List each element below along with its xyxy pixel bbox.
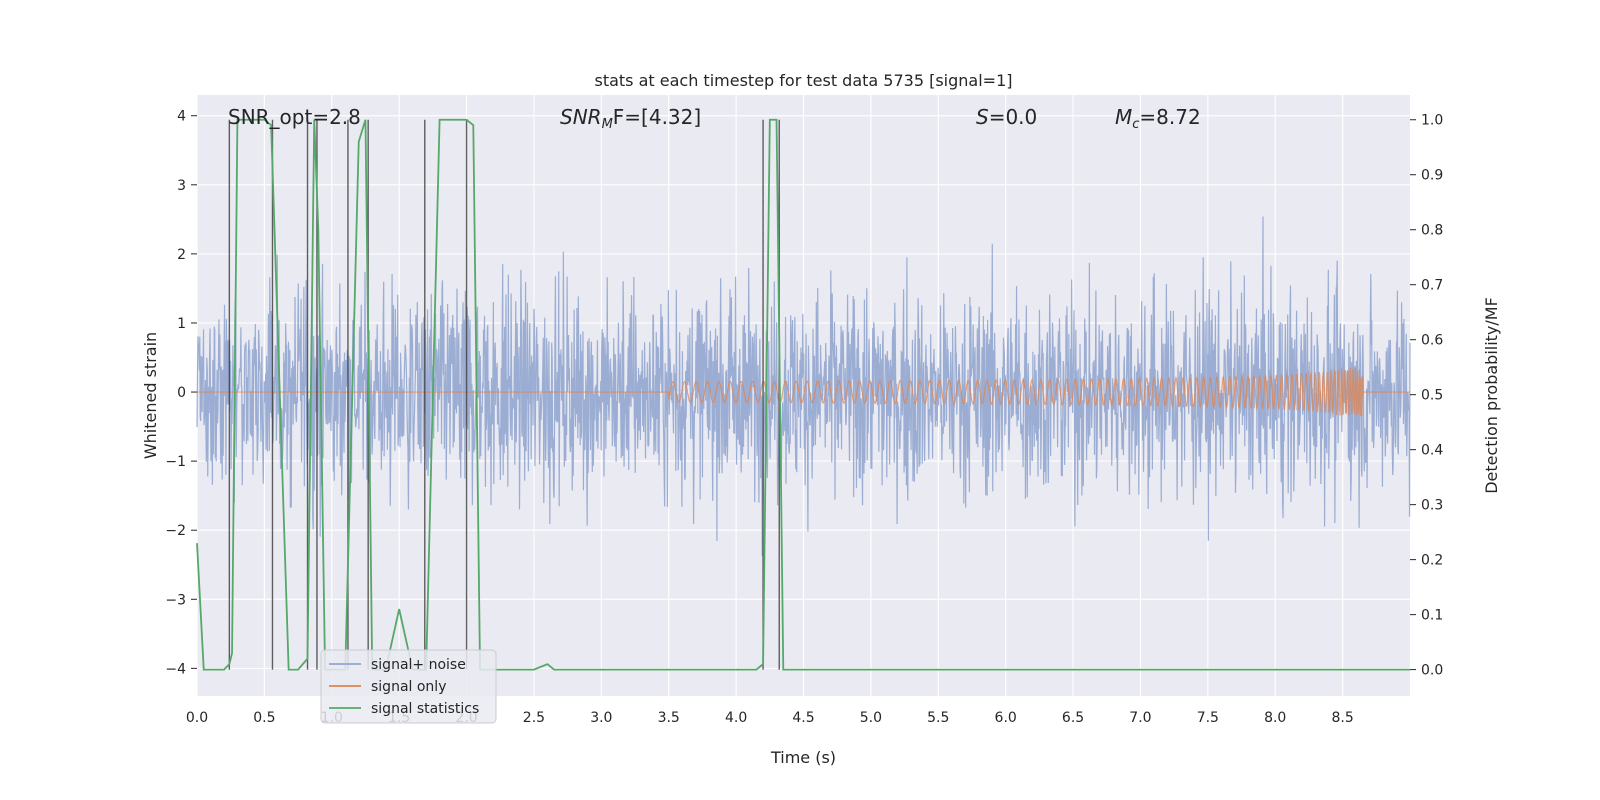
mc-subscript: c: [1132, 117, 1139, 132]
snr-mf-subscript: M: [602, 117, 613, 132]
x-tick-label: 3.5: [658, 710, 680, 726]
y-left-tick-label: 3: [177, 178, 186, 194]
signal-only-series: [197, 367, 1410, 417]
x-tick-label: 7.0: [1129, 710, 1151, 726]
annotation-snr-mf: SNRMF=[4.32]: [560, 105, 701, 132]
y-left-tick-label: 2: [177, 247, 186, 263]
y-axis-label-right: Detection probability/MF: [1482, 297, 1501, 494]
legend-box: [320, 649, 497, 724]
y-right-tick-label: 0.2: [1421, 553, 1443, 569]
signal-noise-series: [196, 216, 1411, 556]
y-right-tick-label: 0.9: [1421, 168, 1443, 184]
y-right-tick-label: 0.7: [1421, 278, 1443, 294]
y-right-tick-label: 1.0: [1421, 113, 1443, 129]
y-left-tick-label: 0: [177, 385, 186, 401]
y-left-tick-label: −4: [165, 661, 186, 677]
snr-mf-label: SNR: [560, 105, 602, 129]
s-value: =0.0: [989, 105, 1038, 129]
x-tick-label: 6.5: [1062, 710, 1084, 726]
signal-only-line: [197, 367, 1410, 417]
x-tick-label: 8.5: [1331, 710, 1353, 726]
y-left-tick-label: 1: [177, 316, 186, 332]
y-left-tick-label: −1: [165, 454, 186, 470]
annotation-s: S=0.0: [976, 105, 1037, 129]
legend-label-signal-only: signal only: [371, 679, 446, 695]
signal-noise-line: [196, 216, 1411, 556]
chart-title: stats at each timestep for test data 573…: [594, 71, 1012, 90]
y-right-tick-label: 0.4: [1421, 443, 1443, 459]
vertical-markers: [228, 119, 780, 670]
y-right-tick-label: 0.1: [1421, 608, 1443, 624]
x-tick-label: 5.0: [860, 710, 882, 726]
legend: signal+ noise signal only signal statist…: [320, 649, 497, 724]
legend-label-signal-noise: signal+ noise: [371, 657, 466, 673]
y-left-tick-label: −3: [165, 592, 186, 608]
snr-mf-value: F=[4.32]: [613, 105, 701, 129]
y-left-tick-label: −2: [165, 523, 186, 539]
y-right-tick-label: 0.0: [1421, 663, 1443, 679]
x-tick-label: 7.5: [1197, 710, 1219, 726]
x-tick-label: 0.5: [253, 710, 275, 726]
s-label: S: [976, 105, 989, 129]
x-axis-label: Time (s): [770, 748, 836, 767]
x-tick-label: 4.5: [792, 710, 814, 726]
mc-value: =8.72: [1139, 105, 1200, 129]
x-tick-label: 6.0: [995, 710, 1017, 726]
mc-label: M: [1115, 105, 1132, 129]
y-right-tick-label: 0.6: [1421, 333, 1443, 349]
y-right-tick-label: 0.5: [1421, 388, 1443, 404]
x-tick-label: 0.0: [186, 710, 208, 726]
y-right-tick-label: 0.8: [1421, 223, 1443, 239]
y-right-tick-label: 0.3: [1421, 498, 1443, 514]
x-tick-label: 3.0: [590, 710, 612, 726]
y-left-tick-label: 4: [177, 109, 186, 125]
x-tick-label: 2.5: [523, 710, 545, 726]
annotation-snr-opt: SNR_opt=2.8: [228, 105, 361, 129]
x-tick-label: 4.0: [725, 710, 747, 726]
legend-label-signal-statistics: signal statistics: [371, 701, 479, 717]
y-axis-label-left: Whitened strain: [141, 332, 160, 459]
x-tick-label: 8.0: [1264, 710, 1286, 726]
annotation-mc: Mc=8.72: [1115, 105, 1201, 132]
x-tick-label: 5.5: [927, 710, 949, 726]
